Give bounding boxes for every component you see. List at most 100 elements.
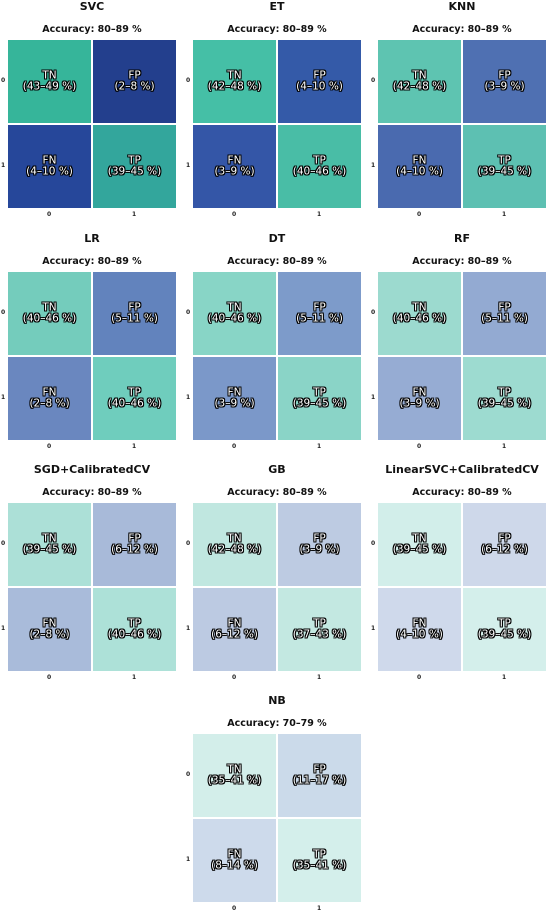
cell-range: (40–46 %) (392, 312, 447, 325)
cell-label: TP (498, 617, 511, 630)
cell-label: FP (313, 69, 326, 82)
matrix-cell-tn: TN (43–49 %) (8, 40, 91, 123)
cell-range: (3–9 %) (484, 80, 525, 93)
cell-range: (2–8 %) (29, 628, 70, 641)
matrix-cell-fp: FP (11–17 %) (278, 734, 361, 817)
matrix-cell-tp: TP (39–45 %) (463, 588, 546, 671)
y-tick-label: 0 (371, 309, 376, 316)
cell-annotation: TN (42–48 %) (193, 70, 276, 92)
panel-title: SGD+CalibratedCV (33, 463, 151, 476)
cell-label: FN (227, 617, 242, 630)
x-tick-label: 0 (417, 674, 422, 681)
cell-range: (35–41 %) (292, 859, 347, 872)
matrix-cell-fp: FP (3–9 %) (278, 503, 361, 586)
x-tick-label: 1 (502, 443, 507, 450)
cell-annotation: TN (43–49 %) (8, 70, 91, 92)
cell-range: (39–45 %) (292, 397, 347, 410)
panel-title: LinearSVC+CalibratedCV (385, 463, 539, 476)
cell-annotation: TN (40–46 %) (8, 302, 91, 324)
matrix-cell-tp: TP (37–43 %) (278, 588, 361, 671)
cell-label: TN (412, 532, 427, 545)
y-tick-label: 1 (186, 394, 191, 401)
panel-title: NB (268, 694, 286, 707)
panel-title: DT (268, 232, 286, 245)
matrix-cell-tp: TP (39–45 %) (278, 357, 361, 440)
matrix-cell-fp: FP (4–10 %) (278, 40, 361, 123)
cell-label: TP (498, 154, 511, 167)
panel-title: SVC (79, 0, 105, 13)
cell-range: (40–46 %) (107, 628, 162, 641)
x-tick-label: 0 (417, 211, 422, 218)
cell-annotation: FN (4–10 %) (8, 155, 91, 177)
cell-range: (37–43 %) (292, 628, 347, 641)
matrix-cell-tp: TP (40–46 %) (93, 357, 176, 440)
cell-label: FP (128, 532, 141, 545)
cell-annotation: FP (3–9 %) (463, 70, 546, 92)
cell-range: (39–45 %) (477, 397, 532, 410)
matrix-cell-tn: TN (40–46 %) (193, 272, 276, 355)
cell-annotation: TN (35–41 %) (193, 764, 276, 786)
cell-label: FN (42, 154, 57, 167)
cell-range: (3–9 %) (299, 543, 340, 556)
cell-range: (6–12 %) (481, 543, 528, 556)
accuracy-label: Accuracy: 80–89 % (42, 256, 142, 267)
cell-range: (40–46 %) (292, 165, 347, 178)
cell-range: (42–48 %) (392, 80, 447, 93)
confusion-matrix-panel: LR Accuracy: 80–89 % TN (40–46 %) FP (5–11 %)… (1, 232, 182, 457)
cell-range: (40–46 %) (22, 312, 77, 325)
cell-range: (4–10 %) (26, 165, 73, 178)
cell-annotation: FP (2–8 %) (93, 70, 176, 92)
cell-label: FP (313, 532, 326, 545)
cell-label: FP (498, 301, 511, 314)
confusion-matrix: TN (40–46 %) FP (5–11 %) FN (2–8 %) TP (40–46 %… (1, 272, 176, 450)
cell-label: FN (412, 617, 427, 630)
cell-label: FP (498, 532, 511, 545)
cell-label: TN (227, 301, 242, 314)
cell-annotation: FP (3–9 %) (278, 533, 361, 555)
cell-range: (4–10 %) (396, 165, 443, 178)
confusion-matrix: TN (42–48 %) FP (3–9 %) FN (4–10 %) TP (39–45 %… (371, 40, 546, 218)
x-tick-label: 1 (317, 905, 322, 912)
cell-range: (39–45 %) (392, 543, 447, 556)
cell-range: (6–12 %) (111, 543, 158, 556)
cell-label: FN (412, 154, 427, 167)
cell-annotation: TP (40–46 %) (93, 618, 176, 640)
x-tick-label: 0 (417, 443, 422, 450)
confusion-matrix: TN (39–45 %) FP (6–12 %) FN (2–8 %) TP (40–46 %… (1, 503, 176, 681)
confusion-matrix-panel: SVC Accuracy: 80–89 % TN (43–49 %) FP (2–8 %)… (1, 0, 182, 225)
y-tick-label: 0 (186, 309, 191, 316)
cell-label: FP (128, 301, 141, 314)
cell-label: FN (227, 848, 242, 861)
cell-label: FN (227, 386, 242, 399)
cell-range: (40–46 %) (207, 312, 262, 325)
cell-range: (35–41 %) (207, 774, 262, 787)
matrix-cell-tn: TN (42–48 %) (193, 503, 276, 586)
cell-range: (39–45 %) (477, 628, 532, 641)
matrix-cell-fn: FN (8–14 %) (193, 819, 276, 902)
matrix-cell-fp: FP (3–9 %) (463, 40, 546, 123)
matrix-cell-fp: FP (6–12 %) (463, 503, 546, 586)
cell-label: TN (42, 301, 57, 314)
confusion-matrix: TN (40–46 %) FP (5–11 %) FN (3–9 %) TP (39–45 %… (186, 272, 361, 450)
cell-annotation: FN (2–8 %) (8, 387, 91, 409)
matrix-cell-tn: TN (40–46 %) (378, 272, 461, 355)
matrix-cell-fn: FN (3–9 %) (193, 357, 276, 440)
matrix-cell-tp: TP (35–41 %) (278, 819, 361, 902)
accuracy-label: Accuracy: 80–89 % (42, 24, 142, 35)
cell-label: TN (227, 69, 242, 82)
cell-annotation: FN (4–10 %) (378, 155, 461, 177)
cell-annotation: FN (3–9 %) (193, 387, 276, 409)
y-tick-label: 1 (186, 856, 191, 863)
cell-label: TN (227, 532, 242, 545)
matrix-cell-fp: FP (6–12 %) (93, 503, 176, 586)
cell-annotation: TP (39–45 %) (278, 387, 361, 409)
cell-label: TN (227, 763, 242, 776)
cell-range: (43–49 %) (22, 80, 77, 93)
cell-label: FN (42, 386, 57, 399)
x-tick-label: 0 (47, 674, 52, 681)
cell-annotation: TN (42–48 %) (378, 70, 461, 92)
matrix-cell-tp: TP (40–46 %) (93, 588, 176, 671)
matrix-cell-tn: TN (42–48 %) (378, 40, 461, 123)
accuracy-label: Accuracy: 80–89 % (412, 487, 512, 498)
cell-annotation: TN (40–46 %) (193, 302, 276, 324)
